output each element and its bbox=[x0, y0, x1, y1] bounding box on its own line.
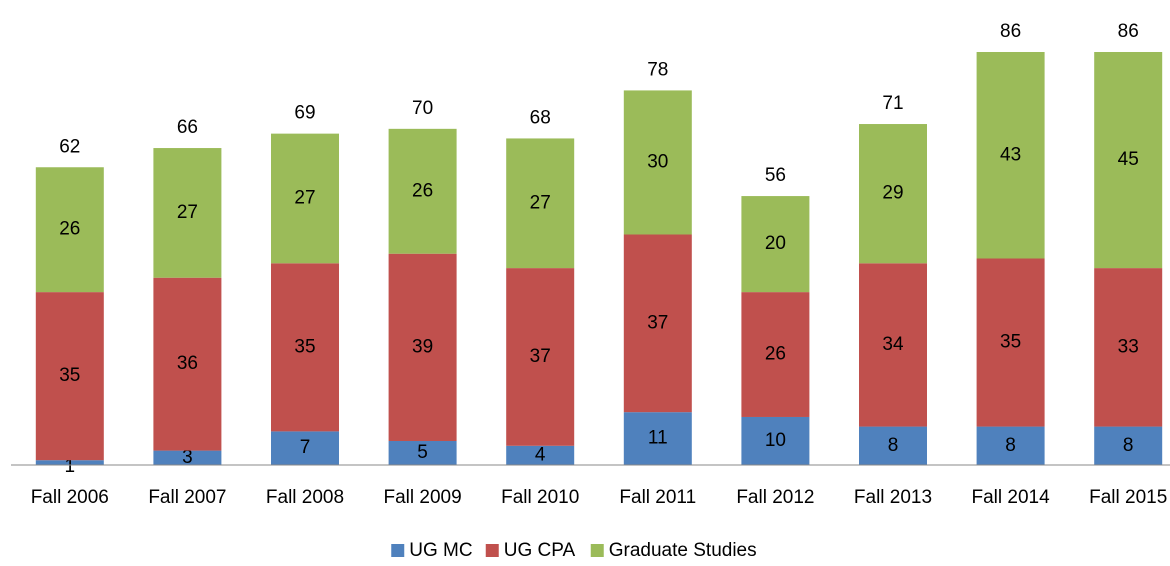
bar-segment bbox=[1094, 426, 1163, 465]
value-label: 33 bbox=[1118, 336, 1139, 357]
bar-segment bbox=[741, 292, 810, 417]
bar-segment bbox=[1094, 52, 1163, 269]
value-label: 35 bbox=[59, 365, 80, 386]
value-label: 8 bbox=[1123, 435, 1134, 456]
x-tick-label: Fall 2007 bbox=[148, 487, 226, 508]
bar-segment bbox=[153, 148, 222, 278]
bar-segment bbox=[271, 431, 339, 465]
total-label: 86 bbox=[1000, 21, 1021, 42]
bar-segment bbox=[506, 268, 575, 446]
bar-segment bbox=[741, 416, 810, 465]
value-label: 45 bbox=[1118, 149, 1139, 170]
value-label: 37 bbox=[647, 312, 668, 333]
bar-segment bbox=[388, 440, 457, 465]
value-label: 3 bbox=[182, 447, 193, 468]
bar-segment bbox=[153, 450, 222, 465]
value-label: 43 bbox=[1000, 144, 1021, 165]
value-label: 1 bbox=[65, 456, 76, 477]
bar-segment bbox=[35, 460, 104, 465]
total-label: 66 bbox=[177, 117, 198, 138]
bar-segment bbox=[976, 52, 1045, 259]
legend-swatch bbox=[391, 544, 405, 557]
value-label: 7 bbox=[300, 437, 311, 458]
bar-segment bbox=[859, 124, 927, 264]
total-label: 68 bbox=[530, 107, 551, 128]
value-label: 4 bbox=[535, 444, 546, 465]
total-label: 56 bbox=[765, 165, 786, 186]
bar-segment bbox=[1094, 268, 1163, 427]
legend-swatch bbox=[590, 544, 604, 557]
value-label: 29 bbox=[882, 183, 903, 204]
bar-segment bbox=[388, 253, 457, 441]
value-label: 27 bbox=[294, 187, 315, 208]
bar-segment bbox=[506, 138, 575, 269]
value-label: 34 bbox=[882, 334, 904, 355]
x-tick-label: Fall 2012 bbox=[736, 487, 814, 508]
x-tick-label: Fall 2011 bbox=[619, 487, 696, 508]
bar-segment bbox=[271, 263, 339, 432]
bar-segment bbox=[623, 90, 692, 235]
value-label: 39 bbox=[412, 336, 433, 357]
bar-segment bbox=[623, 412, 692, 465]
bar-segment bbox=[35, 167, 104, 293]
bar-segment bbox=[35, 292, 104, 461]
total-label: 62 bbox=[59, 136, 80, 157]
total-label: 86 bbox=[1118, 21, 1139, 42]
x-tick-label: Fall 2008 bbox=[266, 487, 344, 508]
x-tick-label: Fall 2013 bbox=[854, 487, 932, 508]
x-tick-label: Fall 2014 bbox=[972, 487, 1051, 508]
total-label: 71 bbox=[882, 93, 903, 114]
bar-segment bbox=[388, 128, 457, 254]
x-tick-label: Fall 2010 bbox=[501, 487, 579, 508]
bar-segment bbox=[741, 196, 810, 293]
bar-segment bbox=[859, 426, 927, 465]
total-label: 78 bbox=[647, 59, 668, 80]
total-label: 69 bbox=[294, 103, 315, 124]
legend-swatch bbox=[485, 544, 499, 557]
value-label: 36 bbox=[177, 353, 198, 374]
value-label: 11 bbox=[648, 428, 668, 449]
bar-segment bbox=[976, 258, 1045, 427]
bar-segment bbox=[506, 445, 575, 465]
bar-segment bbox=[623, 234, 692, 413]
value-label: 26 bbox=[765, 344, 786, 365]
value-label: 10 bbox=[765, 430, 786, 451]
value-label: 30 bbox=[647, 151, 668, 172]
value-label: 35 bbox=[1000, 332, 1021, 353]
x-tick-label: Fall 2015 bbox=[1089, 487, 1167, 508]
legend-label: UG MC bbox=[409, 540, 472, 561]
legend-label: UG CPA bbox=[504, 540, 576, 561]
bar-segment bbox=[976, 426, 1045, 465]
legend-label: Graduate Studies bbox=[609, 540, 757, 561]
value-label: 8 bbox=[1005, 435, 1016, 456]
value-label: 8 bbox=[888, 435, 899, 456]
value-label: 5 bbox=[417, 442, 428, 463]
value-label: 26 bbox=[59, 219, 80, 240]
bar-segment bbox=[859, 263, 927, 427]
bar-segment bbox=[153, 277, 222, 451]
x-tick-label: Fall 2006 bbox=[31, 487, 109, 508]
bar-segment bbox=[271, 133, 339, 264]
value-label: 35 bbox=[294, 336, 315, 357]
value-label: 26 bbox=[412, 180, 433, 201]
value-label: 27 bbox=[530, 192, 551, 213]
x-tick-label: Fall 2009 bbox=[384, 487, 462, 508]
value-label: 27 bbox=[177, 202, 198, 223]
total-label: 70 bbox=[412, 98, 433, 119]
value-label: 20 bbox=[765, 233, 786, 254]
value-label: 37 bbox=[530, 346, 551, 367]
